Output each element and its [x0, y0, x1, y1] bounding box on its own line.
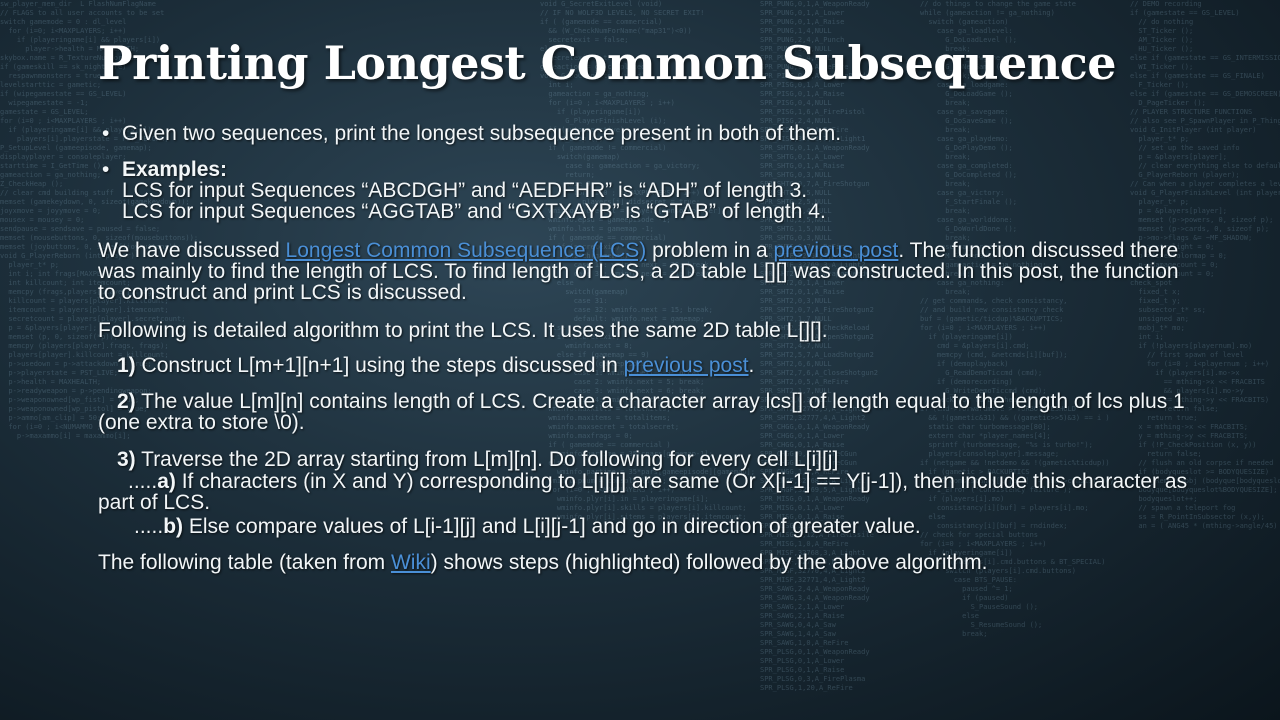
example-line: LCS for input Sequences “AGGTAB” and “GX…	[122, 200, 826, 223]
background-code-texture: // do things to change the game state wh…	[920, 0, 1119, 638]
wiki-link[interactable]: Wiki	[390, 551, 431, 574]
step-prefix: .....	[128, 470, 158, 493]
step-number: a)	[157, 470, 176, 493]
paragraph-text: The following table (taken from	[98, 551, 391, 574]
paragraph-text: ) shows steps (highlighted) followed by …	[430, 551, 988, 574]
step-1: 1) Construct L[m+1][n+1] using the steps…	[98, 355, 1188, 376]
previous-post-link[interactable]: previous post	[773, 239, 899, 262]
slide-title: Printing Longest Common Subsequence	[98, 36, 1117, 90]
paragraph-text: We have discussed	[98, 239, 286, 262]
step-text: Construct L[m+1][n+1] using the steps di…	[135, 354, 624, 377]
background-code-texture: void G_SecretExitLevel (void) // IF NO W…	[540, 0, 755, 521]
step-prefix: .....	[134, 515, 164, 538]
step-text: .	[748, 354, 755, 377]
step-number: 3)	[117, 448, 136, 471]
background-code-texture: // DEMO recording if (gamestate == GS_LE…	[1130, 0, 1280, 530]
step-2: 2) The value L[m][n] contains length of …	[98, 391, 1188, 433]
step-number: b)	[163, 515, 184, 538]
step-text: Traverse the 2D array starting from L[m]…	[135, 448, 839, 471]
bullet-item: • Given two sequences, print the longest…	[98, 123, 1188, 144]
background-code-texture: SPR_PUNG,0,1,A_WeaponReady SPR_PUNG,0,1,…	[760, 0, 879, 692]
paragraph-text: . The function discussed there was mainl…	[98, 239, 1179, 304]
step-text: The value L[m][n] contains length of LCS…	[98, 390, 1185, 434]
examples-label: Examples:	[122, 158, 228, 181]
step-3b: .....b) Else compare values of L[i-1][j]…	[98, 516, 1188, 537]
examples-block: • Examples: LCS for input Sequences “ABC…	[98, 159, 1188, 222]
step-number: 2)	[117, 390, 136, 413]
step-text: If characters (in X and Y) corresponding…	[98, 470, 1188, 514]
example-line: LCS for input Sequences “ABCDGH” and “AE…	[122, 179, 808, 202]
previous-post-link[interactable]: previous post	[623, 354, 749, 377]
step-text: Else compare values of L[i-1][j] and L[i…	[183, 515, 921, 538]
lcs-link[interactable]: Longest Common Subsequence (LCS)	[285, 239, 647, 262]
paragraph-text: problem in a	[646, 239, 774, 262]
background-code-texture: sw_player_mem_dir L FlashNumFlagName // …	[0, 0, 199, 440]
step-3a: .....a) If characters (in X and Y) corre…	[98, 471, 1188, 513]
bullet-dot: •	[102, 122, 110, 145]
step-3: 3) Traverse the 2D array starting from L…	[98, 449, 1188, 470]
algorithm-intro: Following is detailed algorithm to print…	[98, 319, 828, 342]
intro-paragraph: We have discussed Longest Common Subsequ…	[98, 240, 1188, 303]
table-paragraph: The following table (taken from Wiki) sh…	[98, 552, 1188, 573]
bullet-text: Given two sequences, print the longest s…	[122, 122, 842, 145]
step-number: 1)	[117, 354, 136, 377]
bullet-dot: •	[102, 158, 110, 181]
